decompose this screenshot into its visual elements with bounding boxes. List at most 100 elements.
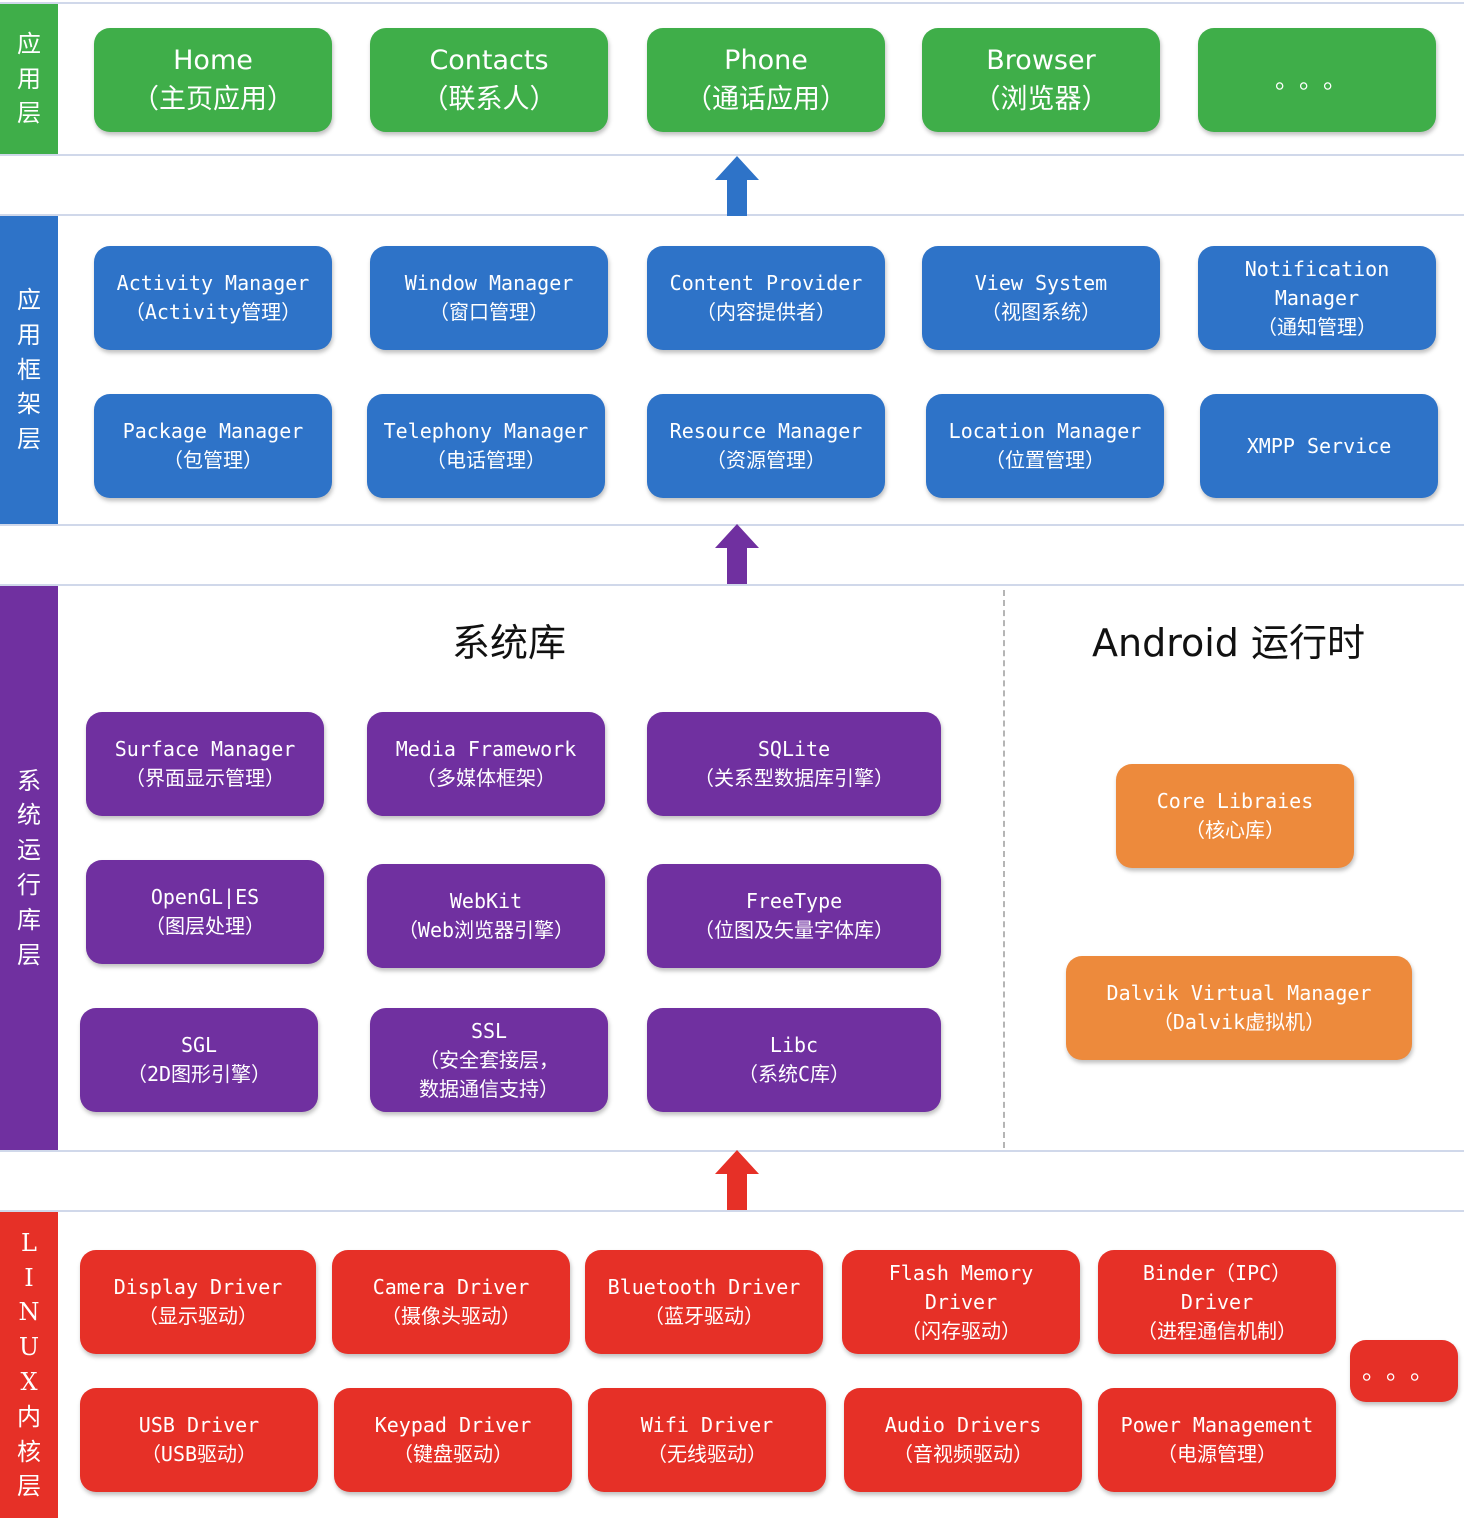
framework-box-location-manager: Location Manager （位置管理） (926, 394, 1164, 498)
box-label: Phone (724, 44, 808, 76)
box-label: Surface Manager (114, 737, 296, 761)
box-label: （键盘驱动） (393, 1442, 513, 1466)
drivers-box-binder-ipc: Binder（IPC） Driver （进程通信机制） (1098, 1250, 1336, 1354)
layer-label-char: 内 (17, 1402, 41, 1431)
box-label: View System (974, 271, 1108, 295)
box-label: （电话管理） (426, 448, 546, 472)
drivers-box-audio-drivers: Audio Drivers （音视频驱动） (844, 1388, 1082, 1492)
box-label: （通知管理） (1257, 314, 1377, 339)
box-label: Keypad Driver (374, 1413, 532, 1437)
framework-layer-label: 应用框架层 (0, 216, 58, 524)
layer-label-char: 用 (17, 64, 41, 93)
box-label: （Web浏览器引擎） (397, 918, 575, 942)
box-label: Notification (1244, 256, 1390, 281)
box-label: Display Driver (113, 1275, 283, 1299)
libraries-box-libc: Libc （系统C库） (647, 1008, 941, 1112)
box-label: （主页应用） (132, 84, 294, 115)
box-label: （进程通信机制） (1137, 1318, 1297, 1343)
box-label: XMPP Service (1246, 433, 1392, 458)
box-label: （蓝牙驱动） (644, 1304, 764, 1328)
box-label: Binder（IPC） (1142, 1260, 1292, 1285)
box-label: （系统C库） (737, 1062, 851, 1086)
box-label: Manager (1274, 285, 1360, 310)
box-label: Location Manager (948, 419, 1142, 443)
box-label: Bluetooth Driver (607, 1275, 801, 1299)
layer-label-char: 架 (17, 390, 41, 419)
box-label: USB Driver (138, 1413, 260, 1437)
box-label: Window Manager (404, 271, 574, 295)
layer-label-char: 层 (17, 99, 41, 128)
apps-box-contacts: Contacts （联系人） (370, 28, 608, 132)
libraries-box-opengl-es: OpenGL|ES （图层处理） (86, 860, 324, 964)
layer-label-char: N (18, 1298, 40, 1327)
libraries-box-sgl: SGL （2D图形引擎） (80, 1008, 318, 1112)
framework-box-activity-manager: Activity Manager （Activity管理） (94, 246, 332, 350)
apps-box-phone: Phone （通话应用） (647, 28, 885, 132)
layer-label-char: 运 (17, 836, 41, 865)
box-label: （电源管理） (1157, 1442, 1277, 1466)
box-label: （通话应用） (685, 84, 847, 115)
drivers-box-usb-driver: USB Driver （USB驱动） (80, 1388, 318, 1492)
box-label: （Activity管理） (124, 300, 302, 324)
box-label: （2D图形引擎） (126, 1062, 272, 1086)
layer-label-char: 应 (17, 286, 41, 314)
box-label: Power Management (1120, 1413, 1314, 1437)
box-label: SSL (470, 1018, 508, 1043)
box-label: （窗口管理） (429, 300, 549, 324)
arrow-up-icon (715, 156, 759, 216)
framework-box-window-manager: Window Manager （窗口管理） (370, 246, 608, 350)
apps-box-more: 。。。 (1198, 28, 1436, 132)
drivers-box-power-management: Power Management （电源管理） (1098, 1388, 1336, 1492)
libraries-box-surface-manager: Surface Manager （界面显示管理） (86, 712, 324, 816)
box-label: （浏览器） (973, 84, 1109, 115)
layer-label-char: 层 (17, 425, 41, 454)
box-label: Activity Manager (116, 271, 310, 295)
libraries-box-ssl: SSL （安全套接层， 数据通信支持） (370, 1008, 608, 1112)
drivers-box-camera-driver: Camera Driver （摄像头驱动） (332, 1250, 570, 1354)
box-label: WebKit (449, 889, 523, 913)
box-label: OpenGL|ES (150, 885, 260, 909)
libraries-box-freetype: FreeType （位图及矢量字体库） (647, 864, 941, 968)
runtime-divider (1003, 590, 1005, 1148)
box-label: Contacts (429, 44, 549, 76)
box-label: Core Libraies (1156, 789, 1314, 813)
layer-label-char: U (18, 1333, 40, 1362)
box-label: （资源管理） (706, 448, 826, 472)
box-label: Home (173, 44, 253, 76)
box-label: （关系型数据库引擎） (694, 766, 894, 790)
box-label: Wifi Driver (640, 1413, 774, 1437)
apps-box-home: Home （主页应用） (94, 28, 332, 132)
box-label: （显示驱动） (138, 1304, 258, 1328)
box-label: Audio Drivers (884, 1413, 1042, 1437)
layer-label-char: 系 (17, 766, 41, 795)
framework-box-notification: Notification Manager （通知管理） (1198, 246, 1436, 350)
box-label: （内容提供者） (696, 300, 836, 324)
box-label: （音视频驱动） (893, 1442, 1033, 1466)
box-label: （位置管理） (985, 448, 1105, 472)
box-label: Dalvik Virtual Manager (1106, 981, 1372, 1005)
libraries-title: 系统库 (452, 621, 567, 665)
arrow-up-icon (715, 1150, 759, 1210)
layer-label-char: I (24, 1263, 34, 1292)
box-label: Camera Driver (372, 1275, 530, 1299)
box-label: Telephony Manager (383, 419, 589, 443)
box-label: Driver (924, 1289, 998, 1314)
box-label: （视图系统） (981, 300, 1101, 324)
drivers-box-flash-memory: Flash Memory Driver （闪存驱动） (842, 1250, 1080, 1354)
layer-label-char: 核 (17, 1437, 41, 1466)
box-label: （界面显示管理） (125, 766, 285, 790)
layer-label-char: 框 (17, 355, 41, 384)
application-layer-label: 应用层 (0, 4, 58, 154)
libraries-box-sqlite: SQLite （关系型数据库引擎） (647, 712, 941, 816)
runtime-box-core-libraies: Core Libraies （核心库） (1116, 764, 1354, 868)
libraries-box-webkit: WebKit （Web浏览器引擎） (367, 864, 605, 968)
framework-box-resource-manager: Resource Manager （资源管理） (647, 394, 885, 498)
drivers-box-keypad-driver: Keypad Driver （键盘驱动） (334, 1388, 572, 1492)
layer-label-char: 层 (17, 940, 41, 969)
box-label: （Dalvik虚拟机） (1152, 1010, 1326, 1034)
box-label: （联系人） (421, 84, 557, 115)
box-label: （包管理） (163, 448, 263, 472)
box-label: Flash Memory (888, 1260, 1034, 1285)
box-label: 。。。 (1362, 1356, 1446, 1385)
